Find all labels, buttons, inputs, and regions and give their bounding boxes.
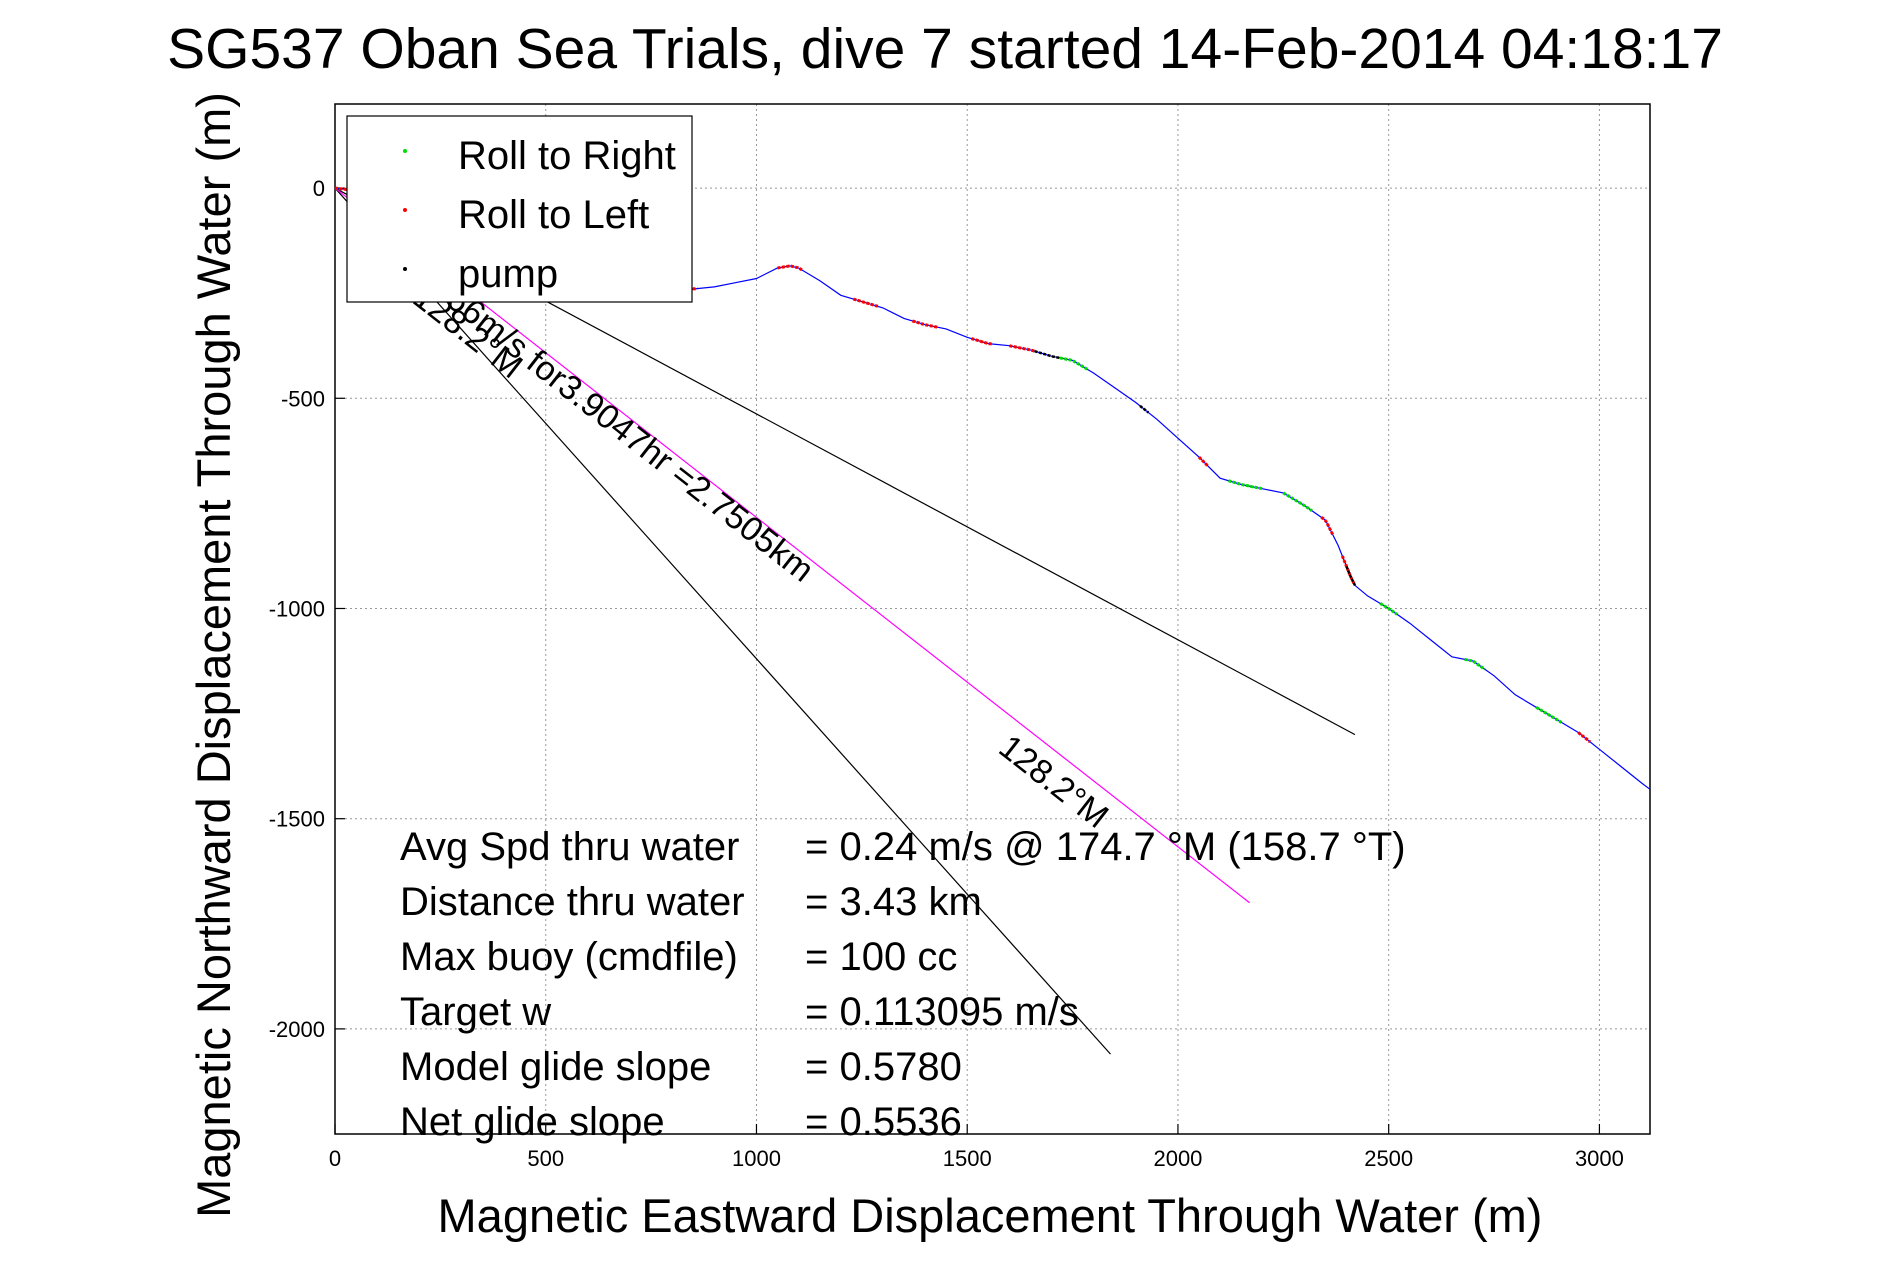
x-tick-label: 2500 bbox=[1364, 1146, 1413, 1171]
roll-right-points bbox=[1228, 479, 1263, 491]
y-axis-label: Magnetic Northward Displacement Through … bbox=[187, 92, 240, 1218]
pump-points bbox=[1345, 565, 1357, 586]
roll-right-points bbox=[1464, 657, 1486, 671]
reference-line-current bbox=[334, 187, 1250, 904]
x-tick-label: 1000 bbox=[732, 1146, 781, 1171]
roll-right-points bbox=[1535, 706, 1563, 724]
stat-value: = 0.24 m/s @ 174.7 °M (158.7 °T) bbox=[805, 825, 1406, 869]
stat-value: = 3.43 km bbox=[805, 880, 982, 924]
x-tick-label: 1500 bbox=[943, 1146, 992, 1171]
roll-left-points bbox=[1197, 456, 1209, 467]
roll-left-points bbox=[1577, 731, 1592, 744]
stats-block: Avg Spd thru water = 0.24 m/s @ 174.7 °M … bbox=[400, 825, 1406, 1144]
x-axis-label: Magnetic Eastward Displacement Through W… bbox=[438, 1189, 1543, 1242]
y-tick-label: -1000 bbox=[269, 596, 325, 621]
stat-value: = 0.113095 m/s bbox=[805, 990, 1079, 1034]
roll-right-points bbox=[1379, 602, 1398, 616]
legend-entry: pump bbox=[458, 252, 558, 296]
stat-label: Net glide slope bbox=[400, 1100, 665, 1144]
y-tick-label: 0 bbox=[313, 176, 325, 201]
y-tick-label: -500 bbox=[281, 386, 325, 411]
pump-points bbox=[1139, 404, 1150, 414]
legend-marker bbox=[403, 149, 407, 153]
plot-frame bbox=[334, 103, 1651, 1135]
roll-right-points bbox=[1059, 356, 1090, 372]
legend-marker bbox=[403, 208, 407, 212]
stat-value: = 0.5780 bbox=[805, 1045, 962, 1089]
x-tick-label: 0 bbox=[329, 1146, 341, 1171]
legend-marker bbox=[403, 267, 407, 271]
roll-left-points bbox=[970, 337, 992, 346]
x-tick-label: 500 bbox=[527, 1146, 564, 1171]
stat-label: Distance thru water bbox=[400, 880, 745, 924]
legend-entry: Roll to Left bbox=[458, 193, 649, 237]
x-tick-label: 2000 bbox=[1153, 1146, 1202, 1171]
stat-label: Target w bbox=[400, 990, 551, 1034]
roll-right-points bbox=[1282, 491, 1313, 513]
ticks: 0 500 1000 1500 2000 2500 3000 0 -500 -1000 -1500 -… bbox=[269, 176, 1624, 1171]
stat-value: = 0.5536 bbox=[805, 1100, 962, 1144]
reference-line-avg_heading bbox=[334, 187, 1111, 1055]
roll-left-points bbox=[1320, 516, 1335, 536]
legend-entry: Roll to Right bbox=[458, 134, 676, 178]
stat-label: Model glide slope bbox=[400, 1045, 711, 1089]
chart-title: SG537 Oban Sea Trials, dive 7 started 14… bbox=[167, 17, 1723, 81]
legend: Roll to Right Roll to Left pump bbox=[346, 115, 693, 303]
y-tick-label: -2000 bbox=[269, 1017, 325, 1042]
stat-label: Avg Spd thru water bbox=[400, 825, 739, 869]
stat-label: Max buoy (cmdfile) bbox=[400, 935, 738, 979]
x-tick-label: 3000 bbox=[1575, 1146, 1624, 1171]
stat-value: = 100 cc bbox=[805, 935, 957, 979]
y-tick-label: -1500 bbox=[269, 807, 325, 832]
